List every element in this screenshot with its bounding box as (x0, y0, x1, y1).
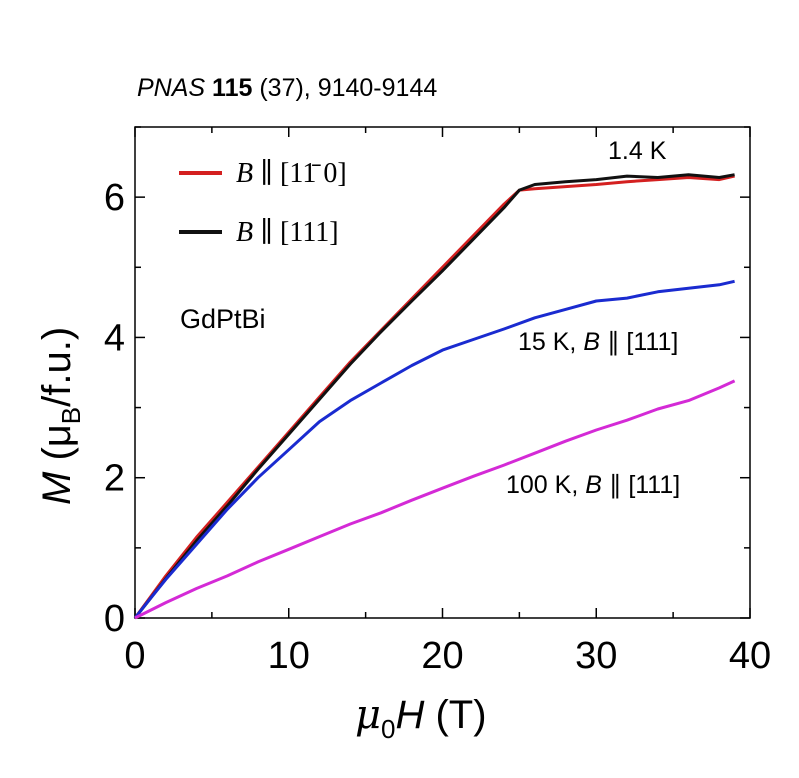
x-tick-label: 30 (575, 635, 617, 677)
x-tick-label: 40 (729, 635, 771, 677)
axis-ticks (134, 126, 751, 619)
annotation-1-4K: 1.4 K (608, 137, 667, 165)
x-tick-label: 20 (421, 635, 463, 677)
series-line-2 (133, 279, 735, 619)
plot-frame (134, 126, 751, 619)
tick-labels: 0 10 20 30 40 0 2 4 6 (104, 177, 771, 677)
x-tick-label: 10 (268, 635, 310, 677)
y-tick-label: 0 (104, 598, 125, 640)
citation-volume: 115 (212, 74, 253, 102)
data-series (133, 173, 736, 620)
legend-label-111: B ∥ [111] (236, 217, 339, 248)
y-tick-label: 4 (104, 317, 125, 359)
legend-label-110: B ∥ [11̄ 0] (236, 158, 347, 189)
citation: PNAS 115 (37), 9140-9144 (137, 74, 437, 103)
y-axis-title: M (μB/f.u.) (35, 327, 86, 505)
x-axis-title: μ0H (T) (355, 692, 487, 744)
citation-journal: PNAS (137, 74, 206, 102)
sample-label: GdPtBi (180, 304, 266, 334)
y-tick-label: 2 (104, 458, 125, 500)
annotation-15K: 15 K, B ∥ [111] (518, 328, 678, 356)
series-line-1 (133, 173, 735, 619)
annotation-100K: 100 K, B ∥ [111] (506, 471, 680, 499)
x-tick-label: 0 (124, 635, 145, 677)
legend: B ∥ [11̄ 0] B ∥ [111] (179, 158, 347, 248)
series-line-0 (133, 174, 735, 619)
y-tick-label: 6 (104, 177, 125, 219)
citation-rest: (37), 9140-9144 (259, 74, 438, 102)
series-line-3 (134, 379, 736, 620)
